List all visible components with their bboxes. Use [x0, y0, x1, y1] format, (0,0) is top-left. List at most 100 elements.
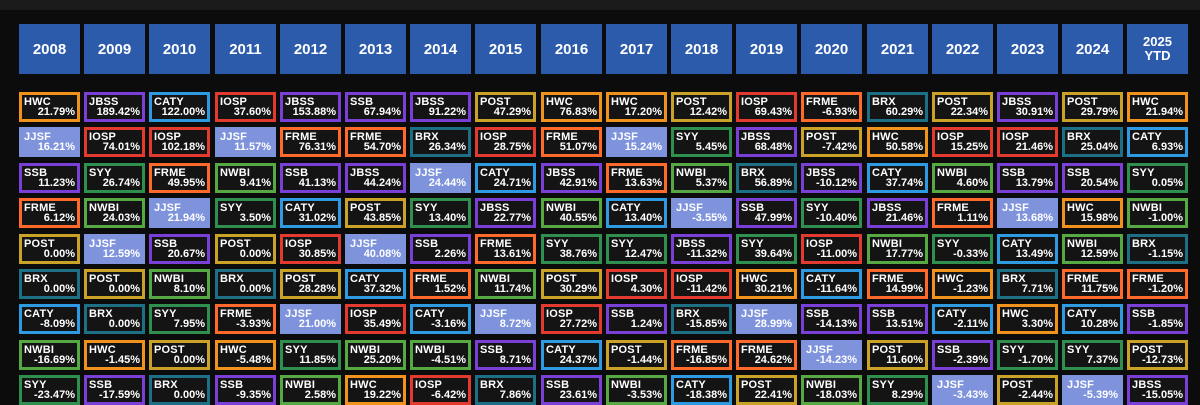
- return-cell-jjsf[interactable]: JJSF -3.55%: [671, 198, 732, 228]
- return-cell-caty[interactable]: CATY -18.38%: [671, 375, 732, 405]
- return-cell-frme[interactable]: FRME 1.11%: [932, 198, 993, 228]
- return-cell-nwbi[interactable]: NWBI 12.59%: [1062, 234, 1123, 264]
- return-cell-ssb[interactable]: SSB 47.99%: [736, 198, 797, 228]
- return-cell-syy[interactable]: SYY 8.29%: [867, 375, 928, 405]
- return-cell-jjsf[interactable]: JJSF 13.68%: [997, 198, 1058, 228]
- return-cell-hwc[interactable]: HWC -1.45%: [84, 340, 145, 370]
- return-cell-jjsf[interactable]: JJSF 12.59%: [84, 234, 145, 264]
- return-cell-brx[interactable]: BRX 26.34%: [410, 127, 471, 157]
- return-cell-post[interactable]: POST 22.34%: [932, 92, 993, 122]
- return-cell-nwbi[interactable]: NWBI -3.53%: [606, 375, 667, 405]
- return-cell-caty[interactable]: CATY 13.49%: [997, 234, 1058, 264]
- return-cell-ssb[interactable]: SSB 11.23%: [19, 163, 80, 193]
- return-cell-brx[interactable]: BRX 0.00%: [19, 269, 80, 299]
- return-cell-nwbi[interactable]: NWBI 40.55%: [541, 198, 602, 228]
- return-cell-iosp[interactable]: IOSP 69.43%: [736, 92, 797, 122]
- return-cell-jjsf[interactable]: JJSF 15.24%: [606, 127, 667, 157]
- return-cell-jjsf[interactable]: JJSF 8.72%: [475, 304, 536, 334]
- return-cell-post[interactable]: POST 0.00%: [19, 234, 80, 264]
- return-cell-syy[interactable]: SYY 39.64%: [736, 234, 797, 264]
- return-cell-frme[interactable]: FRME 11.75%: [1062, 269, 1123, 299]
- year-header-2019[interactable]: 2019: [736, 24, 797, 74]
- return-cell-jjsf[interactable]: JJSF 21.00%: [280, 304, 341, 334]
- return-cell-frme[interactable]: FRME -16.85%: [671, 340, 732, 370]
- return-cell-caty[interactable]: CATY 24.71%: [475, 163, 536, 193]
- return-cell-iosp[interactable]: IOSP 28.75%: [475, 127, 536, 157]
- return-cell-syy[interactable]: SYY 7.95%: [149, 304, 210, 334]
- return-cell-post[interactable]: POST -12.73%: [1127, 340, 1188, 370]
- return-cell-caty[interactable]: CATY -3.16%: [410, 304, 471, 334]
- return-cell-brx[interactable]: BRX 0.00%: [215, 269, 276, 299]
- return-cell-nwbi[interactable]: NWBI -18.03%: [801, 375, 862, 405]
- return-cell-caty[interactable]: CATY -8.09%: [19, 304, 80, 334]
- year-header-2008[interactable]: 2008: [19, 24, 80, 74]
- return-cell-post[interactable]: POST 43.85%: [345, 198, 406, 228]
- return-cell-jjsf[interactable]: JJSF 24.44%: [410, 163, 471, 193]
- year-header-2016[interactable]: 2016: [541, 24, 602, 74]
- return-cell-frme[interactable]: FRME 1.52%: [410, 269, 471, 299]
- return-cell-jbss[interactable]: JBSS -11.32%: [671, 234, 732, 264]
- year-header-2009[interactable]: 2009: [84, 24, 145, 74]
- return-cell-iosp[interactable]: IOSP 35.49%: [345, 304, 406, 334]
- return-cell-ssb[interactable]: SSB 20.54%: [1062, 163, 1123, 193]
- return-cell-syy[interactable]: SYY 26.74%: [84, 163, 145, 193]
- return-cell-frme[interactable]: FRME 13.61%: [475, 234, 536, 264]
- return-cell-hwc[interactable]: HWC -1.23%: [932, 269, 993, 299]
- return-cell-caty[interactable]: CATY 37.74%: [867, 163, 928, 193]
- return-cell-iosp[interactable]: IOSP 21.46%: [997, 127, 1058, 157]
- year-header-2015[interactable]: 2015: [475, 24, 536, 74]
- return-cell-frme[interactable]: FRME -6.93%: [801, 92, 862, 122]
- return-cell-brx[interactable]: BRX 56.89%: [736, 163, 797, 193]
- return-cell-nwbi[interactable]: NWBI -16.69%: [19, 340, 80, 370]
- return-cell-frme[interactable]: FRME 54.70%: [345, 127, 406, 157]
- return-cell-syy[interactable]: SYY 5.45%: [671, 127, 732, 157]
- return-cell-post[interactable]: POST -1.44%: [606, 340, 667, 370]
- return-cell-syy[interactable]: SYY -0.33%: [932, 234, 993, 264]
- return-cell-post[interactable]: POST 12.42%: [671, 92, 732, 122]
- year-header-2012[interactable]: 2012: [280, 24, 341, 74]
- year-header-2010[interactable]: 2010: [149, 24, 210, 74]
- return-cell-syy[interactable]: SYY 7.37%: [1062, 340, 1123, 370]
- return-cell-brx[interactable]: BRX 0.00%: [149, 375, 210, 405]
- return-cell-jjsf[interactable]: JJSF -5.39%: [1062, 375, 1123, 405]
- return-cell-caty[interactable]: CATY 13.40%: [606, 198, 667, 228]
- return-cell-brx[interactable]: BRX 0.00%: [84, 304, 145, 334]
- return-cell-frme[interactable]: FRME 13.63%: [606, 163, 667, 193]
- return-cell-jbss[interactable]: JBSS 42.91%: [541, 163, 602, 193]
- return-cell-iosp[interactable]: IOSP 37.60%: [215, 92, 276, 122]
- return-cell-jjsf[interactable]: JJSF 40.08%: [345, 234, 406, 264]
- return-cell-caty[interactable]: CATY 37.32%: [345, 269, 406, 299]
- return-cell-post[interactable]: POST 22.41%: [736, 375, 797, 405]
- return-cell-syy[interactable]: SYY 13.40%: [410, 198, 471, 228]
- year-header-2025-ytd[interactable]: 2025 YTD: [1127, 24, 1188, 74]
- return-cell-brx[interactable]: BRX 7.86%: [475, 375, 536, 405]
- return-cell-brx[interactable]: BRX -15.85%: [671, 304, 732, 334]
- return-cell-syy[interactable]: SYY -1.70%: [997, 340, 1058, 370]
- return-cell-hwc[interactable]: HWC 19.22%: [345, 375, 406, 405]
- return-cell-ssb[interactable]: SSB 13.79%: [997, 163, 1058, 193]
- return-cell-caty[interactable]: CATY 31.02%: [280, 198, 341, 228]
- return-cell-frme[interactable]: FRME -1.20%: [1127, 269, 1188, 299]
- return-cell-caty[interactable]: CATY 122.00%: [149, 92, 210, 122]
- return-cell-iosp[interactable]: IOSP 4.30%: [606, 269, 667, 299]
- return-cell-caty[interactable]: CATY -2.11%: [932, 304, 993, 334]
- return-cell-frme[interactable]: FRME 51.07%: [541, 127, 602, 157]
- return-cell-ssb[interactable]: SSB -17.59%: [84, 375, 145, 405]
- return-cell-hwc[interactable]: HWC 50.58%: [867, 127, 928, 157]
- return-cell-brx[interactable]: BRX 60.29%: [867, 92, 928, 122]
- return-cell-iosp[interactable]: IOSP -11.42%: [671, 269, 732, 299]
- return-cell-post[interactable]: POST 0.00%: [215, 234, 276, 264]
- return-cell-syy[interactable]: SYY 38.76%: [541, 234, 602, 264]
- return-cell-hwc[interactable]: HWC 30.21%: [736, 269, 797, 299]
- year-header-2013[interactable]: 2013: [345, 24, 406, 74]
- return-cell-post[interactable]: POST -7.42%: [801, 127, 862, 157]
- return-cell-iosp[interactable]: IOSP -6.42%: [410, 375, 471, 405]
- year-header-2024[interactable]: 2024: [1062, 24, 1123, 74]
- return-cell-post[interactable]: POST 11.60%: [867, 340, 928, 370]
- year-header-2020[interactable]: 2020: [801, 24, 862, 74]
- return-cell-syy[interactable]: SYY 11.85%: [280, 340, 341, 370]
- return-cell-syy[interactable]: SYY -23.47%: [19, 375, 80, 405]
- return-cell-frme[interactable]: FRME 6.12%: [19, 198, 80, 228]
- return-cell-nwbi[interactable]: NWBI -4.51%: [410, 340, 471, 370]
- return-cell-jbss[interactable]: JBSS -10.12%: [801, 163, 862, 193]
